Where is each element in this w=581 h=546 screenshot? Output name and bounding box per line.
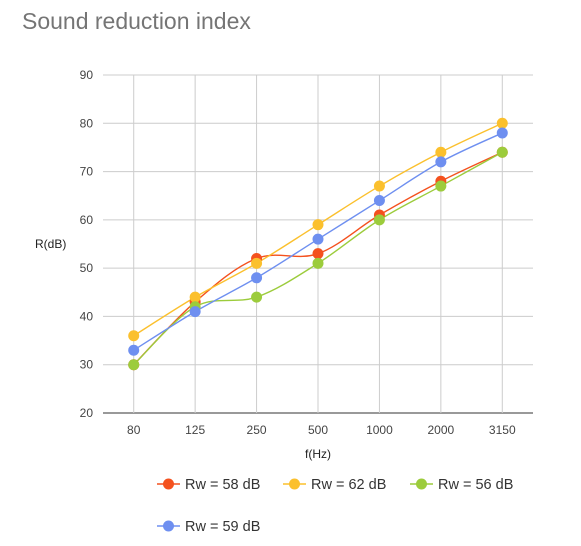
legend-marker [163,520,174,532]
data-point [312,219,324,231]
legend-label: Rw = 62 dB [311,477,386,493]
x-axis-label: f(Hz) [305,447,331,461]
legend-marker [163,478,174,490]
data-point [251,257,263,269]
legend-item[interactable]: Rw = 56 dB [410,477,513,493]
data-point [435,156,447,168]
legend-label: Rw = 59 dB [185,519,260,535]
y-axis-label: R(dB) [35,237,66,251]
x-tick-label: 125 [185,423,205,437]
data-point [373,180,385,192]
legend-marker [416,478,427,490]
y-tick-label: 80 [80,116,94,130]
data-point [128,359,140,371]
data-point [435,180,447,192]
x-tick-label: 1000 [366,423,393,437]
data-point [312,248,324,260]
x-tick-label: 2000 [428,423,455,437]
legend-item[interactable]: Rw = 58 dB [157,477,260,493]
x-tick-label: 3150 [489,423,516,437]
x-tick-label: 500 [308,423,328,437]
y-tick-labels: 20 30 40 50 60 70 80 90 [80,68,94,420]
data-point [251,272,263,284]
x-tick-label: 80 [127,423,141,437]
series-points [128,117,508,371]
legend-item[interactable]: Rw = 62 dB [283,477,386,493]
data-point [189,306,201,318]
x-tick-label: 250 [247,423,267,437]
data-point [373,214,385,226]
legend: Rw = 58 dB Rw = 62 dB Rw = 56 dB Rw = 59 dB [157,477,513,535]
legend-label: Rw = 58 dB [185,477,260,493]
grid-lines [103,74,533,414]
y-tick-label: 90 [80,68,94,82]
y-tick-label: 50 [80,261,94,275]
data-point [128,330,140,342]
legend-marker [289,478,300,490]
data-point [435,146,447,158]
y-tick-label: 30 [80,358,94,372]
data-point [312,257,324,269]
chart-title: Sound reduction index [22,8,251,34]
y-tick-label: 40 [80,309,94,323]
data-point [373,195,385,207]
data-point [496,117,508,129]
data-point [496,127,508,139]
legend-label: Rw = 56 dB [438,477,513,493]
data-point [251,291,263,303]
y-tick-label: 20 [80,406,94,420]
legend-item[interactable]: Rw = 59 dB [157,519,260,535]
data-point [128,344,140,356]
data-point [312,233,324,245]
y-tick-label: 70 [80,165,94,179]
x-tick-labels: 80 125 250 500 1000 2000 3150 [127,423,516,437]
data-point [189,291,201,303]
data-point [496,146,508,158]
y-tick-label: 60 [80,213,94,227]
